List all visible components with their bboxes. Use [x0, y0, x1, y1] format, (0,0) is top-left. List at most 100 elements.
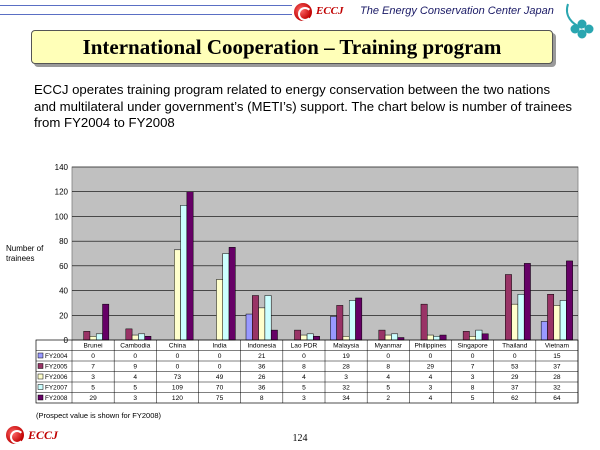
bar [313, 336, 320, 341]
bar [475, 329, 483, 341]
bar [264, 295, 272, 341]
bar [348, 300, 356, 341]
x-category-label: India [212, 343, 227, 350]
intro-paragraph: ECCJ operates training program related t… [34, 82, 573, 130]
bar [83, 331, 91, 341]
data-value-label: 8 [386, 364, 390, 371]
data-value-label: 36 [258, 364, 266, 371]
data-value-label: 4 [386, 374, 390, 381]
data-value-label: 8 [471, 385, 475, 392]
eccj-logo-icon [294, 3, 312, 21]
bar [270, 329, 278, 341]
y-tick-label: 80 [59, 237, 68, 246]
page-title: International Cooperation – Training pro… [82, 34, 502, 59]
data-value-label: 0 [302, 353, 306, 360]
header-rule-top [0, 5, 292, 6]
legend-label: FY2005 [45, 364, 68, 371]
data-value-label: 62 [511, 395, 519, 402]
data-value-label: 70 [216, 385, 224, 392]
bar [294, 329, 302, 341]
data-value-label: 3 [429, 385, 433, 392]
bar [469, 336, 476, 341]
y-tick-label: 20 [59, 311, 68, 320]
legend-label: FY2004 [45, 353, 68, 360]
bar [355, 297, 363, 341]
x-category-label: Vietnam [545, 343, 570, 350]
data-value-label: 19 [342, 353, 350, 360]
bar [420, 303, 428, 341]
bar [330, 316, 337, 341]
data-value-label: 4 [429, 395, 433, 402]
bar [144, 336, 152, 341]
data-value-label: 64 [553, 395, 561, 402]
x-category-label: Lao PDR [291, 343, 318, 350]
bar [180, 205, 188, 341]
data-value-label: 34 [342, 395, 350, 402]
bar [252, 295, 259, 341]
data-value-label: 0 [176, 364, 180, 371]
data-value-label: 0 [218, 364, 222, 371]
bar [89, 336, 97, 341]
legend-label: FY2007 [45, 385, 68, 392]
data-value-label: 73 [174, 374, 182, 381]
data-value-label: 26 [258, 374, 266, 381]
data-value-label: 5 [91, 385, 95, 392]
data-value-label: 32 [553, 385, 561, 392]
data-value-label: 7 [91, 364, 95, 371]
data-value-label: 29 [511, 374, 519, 381]
data-value-label: 3 [344, 374, 348, 381]
legend-swatch [37, 373, 44, 380]
data-value-label: 75 [216, 395, 224, 402]
data-value-label: 15 [553, 353, 561, 360]
legend-label: FY2008 [45, 395, 68, 402]
plot-area [71, 166, 579, 341]
bar [336, 305, 344, 341]
bar [391, 333, 398, 341]
data-value-label: 109 [172, 385, 183, 392]
bar [258, 307, 266, 341]
legend-swatch [37, 384, 44, 390]
bar [427, 334, 434, 341]
y-axis-label: Number of trainees [6, 244, 43, 264]
bar [216, 279, 223, 341]
data-value-label: 21 [258, 353, 266, 360]
data-value-label: 2 [386, 395, 390, 402]
data-value-label: 5 [302, 385, 306, 392]
bar [439, 334, 447, 341]
data-value-label: 3 [133, 395, 137, 402]
legend-swatch [37, 352, 44, 359]
page-number: 124 [292, 433, 308, 444]
x-category-label: Thailand [502, 343, 528, 350]
x-category-label: Myanmar [375, 343, 403, 350]
x-category-label: Malaysia [333, 343, 359, 350]
data-value-label: 3 [91, 374, 95, 381]
footer-logo-icon [6, 426, 24, 444]
y-axis-label-line-2: trainees [6, 254, 35, 263]
x-category-label: Indonesia [247, 343, 276, 350]
bar [462, 331, 470, 341]
data-value-label: 0 [133, 353, 137, 360]
data-value-label: 9 [133, 364, 137, 371]
bar [481, 333, 489, 341]
x-category-label: Philippines [414, 343, 447, 350]
bar [540, 321, 548, 341]
x-category-label: Brunei [84, 343, 104, 350]
data-value-label: 0 [176, 353, 180, 360]
data-value-label: 28 [342, 364, 350, 371]
header-rule-bottom [0, 14, 292, 15]
bar [553, 305, 561, 341]
y-tick-label: 120 [55, 188, 69, 197]
bar [397, 337, 405, 341]
bar [523, 263, 531, 341]
legend-label: FY2006 [45, 374, 68, 381]
bar [433, 336, 441, 341]
data-value-label: 7 [471, 364, 475, 371]
bar [547, 294, 555, 341]
data-value-label: 53 [511, 364, 519, 371]
data-value-label: 0 [386, 353, 390, 360]
bar [378, 329, 386, 341]
bar [384, 334, 392, 341]
data-value-label: 5 [471, 395, 475, 402]
bar [228, 247, 236, 341]
